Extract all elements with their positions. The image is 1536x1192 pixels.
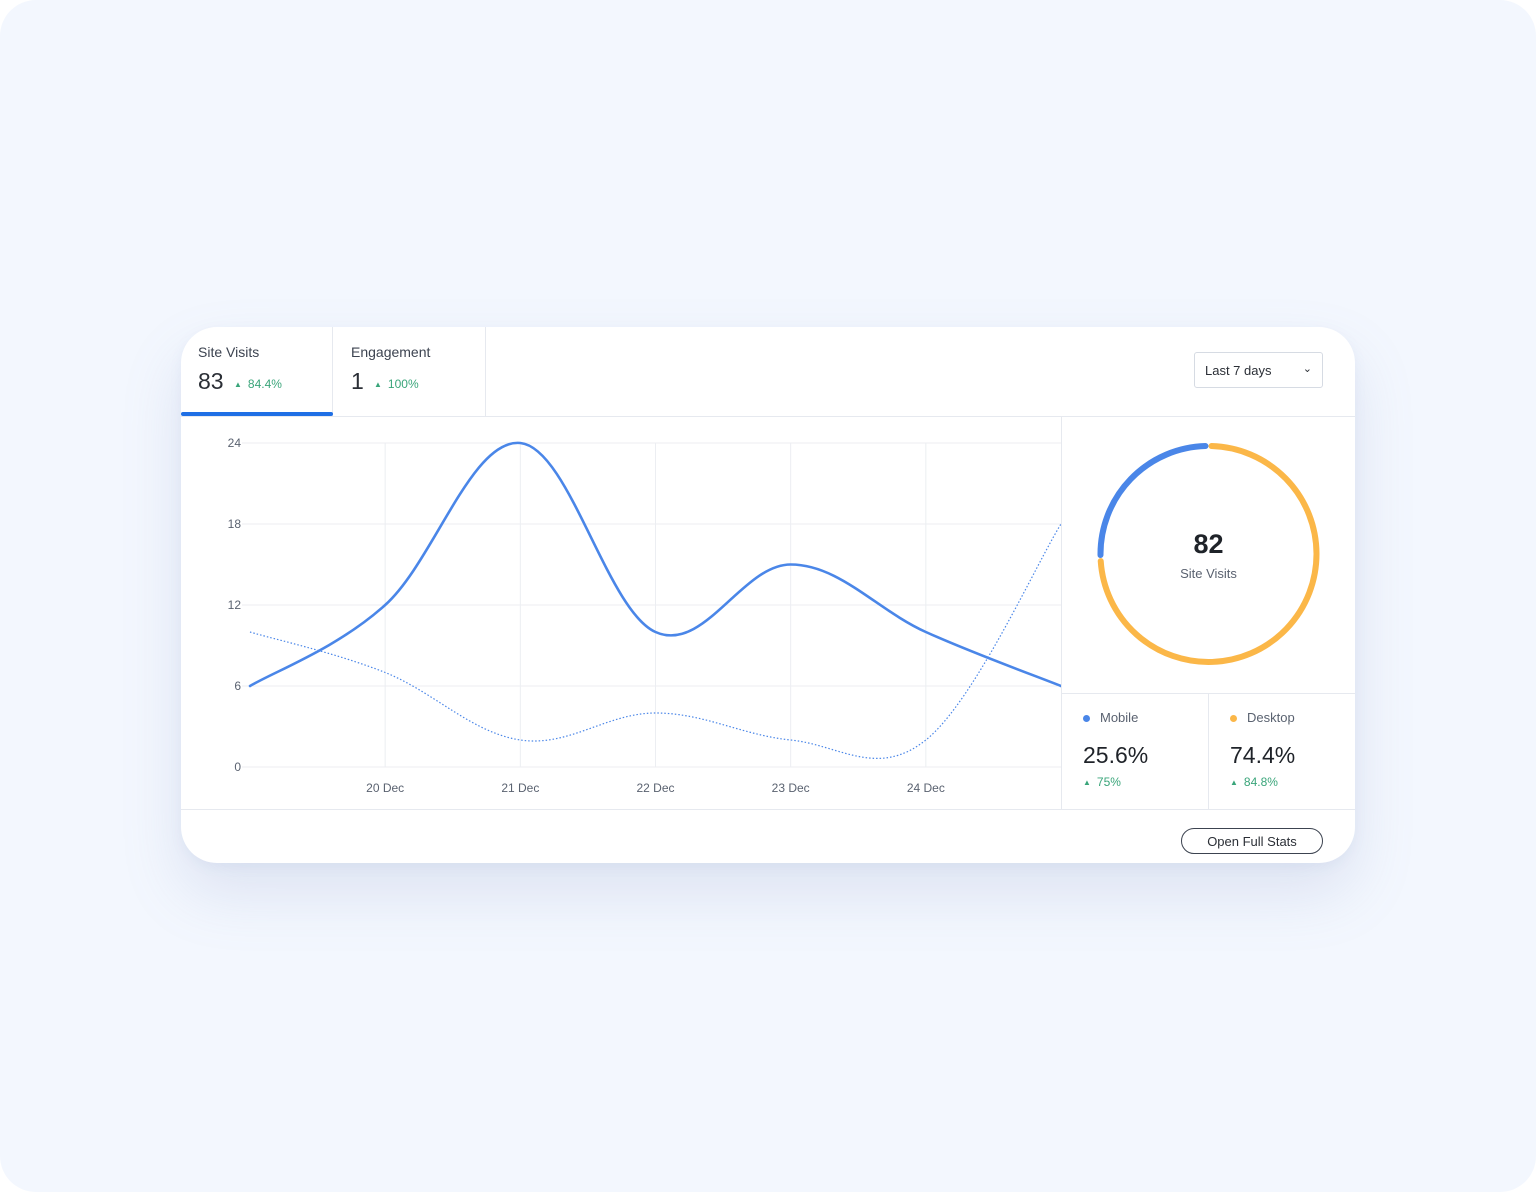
tab-delta: ▲ 100% — [374, 377, 419, 391]
footer-divider — [181, 809, 1355, 810]
trend-up-icon: ▲ — [374, 380, 382, 389]
legend-divider — [1208, 693, 1209, 809]
donut-segment-desktop — [1097, 443, 1320, 665]
legend-name: Desktop — [1247, 710, 1295, 725]
x-tick-label: 23 Dec — [772, 781, 810, 795]
series-line-comparison — [249, 523, 1062, 759]
legend-delta-text: 84.8% — [1243, 775, 1278, 789]
desktop-dot-icon — [1230, 715, 1237, 722]
line-chart: 0 6 12 18 24 20 Dec 21 Dec 22 Dec 23 Dec 24 Dec — [181, 417, 1063, 809]
date-range-value: Last 7 days — [1205, 363, 1272, 378]
tab-site-visits[interactable]: Site Visits 83 ▲ 84.4% — [181, 327, 333, 416]
active-tab-indicator — [181, 412, 333, 416]
y-tick-label: 0 — [234, 760, 241, 774]
open-full-stats-button[interactable]: Open Full Stats — [1181, 828, 1323, 854]
tab-value: 83 — [198, 368, 224, 394]
tab-delta-text: 100% — [387, 377, 419, 391]
trend-up-icon: ▲ — [234, 380, 242, 389]
stats-card: Site Visits 83 ▲ 84.4% Engagement 1 ▲ 100%… — [181, 327, 1355, 863]
x-tick-label: 22 Dec — [636, 781, 674, 795]
tab-label: Engagement — [351, 344, 431, 360]
legend-delta: ▲ 84.8% — [1230, 775, 1278, 789]
header-divider — [181, 416, 1355, 417]
y-tick-label: 6 — [234, 679, 241, 693]
tab-delta: ▲ 84.4% — [234, 377, 282, 391]
legend-mobile: Mobile 25.6% ▲ 75% — [1062, 693, 1208, 809]
donut-total-value: 82 — [1193, 529, 1224, 559]
series-line-primary — [248, 441, 1063, 688]
legend-value: 74.4% — [1230, 742, 1296, 768]
donut-chart-svg — [1097, 443, 1320, 665]
legend-value: 25.6% — [1083, 742, 1149, 768]
tab-value: 1 — [351, 368, 364, 394]
tab-label: Site Visits — [198, 344, 260, 360]
x-tick-label: 24 Dec — [907, 781, 945, 795]
donut-chart: 82 Site Visits — [1062, 417, 1355, 693]
tab-delta-text: 84.4% — [247, 377, 282, 391]
legend-delta-text: 75% — [1096, 775, 1121, 789]
donut-total-label: Site Visits — [1180, 566, 1237, 581]
donut-segment-mobile — [1097, 443, 1209, 559]
y-tick-label: 24 — [228, 436, 242, 450]
x-tick-label: 20 Dec — [366, 781, 404, 795]
line-chart-svg: 0 6 12 18 24 20 Dec 21 Dec 22 Dec 23 Dec 24 Dec — [228, 436, 1063, 795]
chart-divider — [1061, 417, 1062, 809]
tab-engagement[interactable]: Engagement 1 ▲ 100% — [334, 327, 486, 416]
y-tick-label: 18 — [228, 517, 242, 531]
legend-desktop: Desktop 74.4% ▲ 84.8% — [1209, 693, 1355, 809]
trend-up-icon: ▲ — [1230, 778, 1238, 787]
chevron-down-icon: ⌄ — [1302, 363, 1312, 375]
y-tick-label: 12 — [228, 598, 242, 612]
legend-delta: ▲ 75% — [1083, 775, 1121, 789]
legend-name: Mobile — [1100, 710, 1139, 725]
date-range-select[interactable]: Last 7 days ⌄ — [1194, 352, 1323, 388]
trend-up-icon: ▲ — [1083, 778, 1091, 787]
mobile-dot-icon — [1083, 715, 1090, 722]
x-tick-label: 21 Dec — [501, 781, 539, 795]
